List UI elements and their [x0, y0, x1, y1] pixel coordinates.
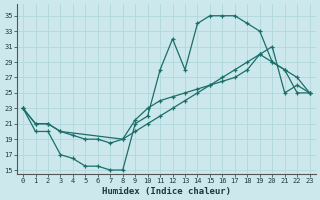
X-axis label: Humidex (Indice chaleur): Humidex (Indice chaleur) [102, 187, 231, 196]
